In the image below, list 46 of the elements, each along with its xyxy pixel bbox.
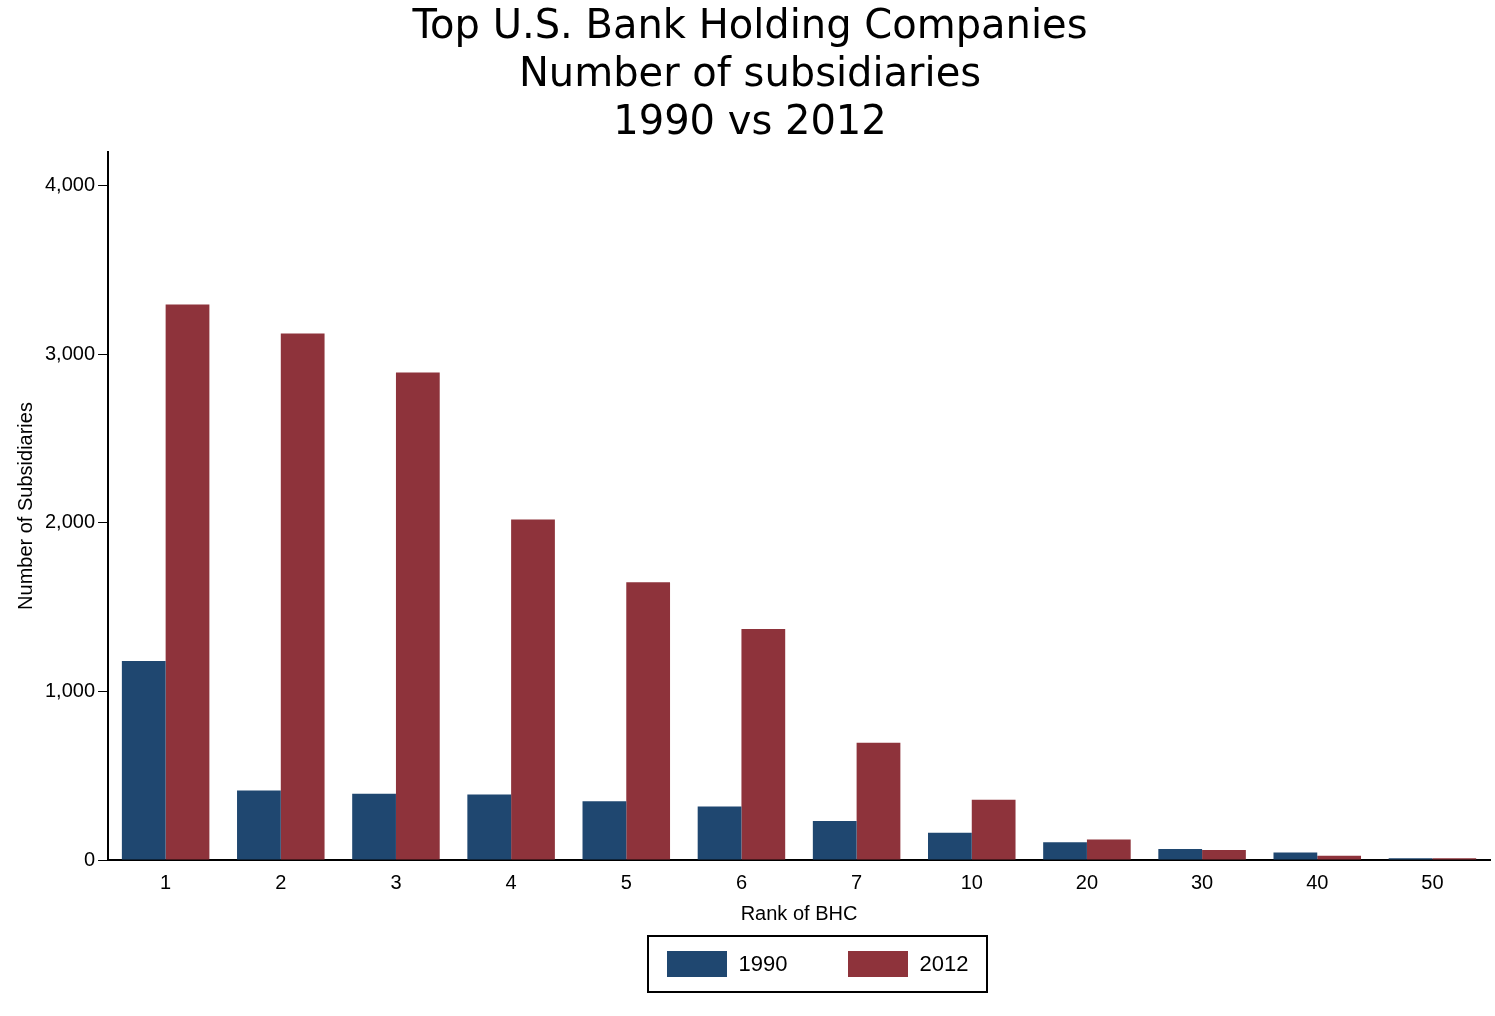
bar (395, 372, 440, 860)
bar (467, 794, 512, 860)
bar (237, 790, 281, 860)
x-tick-label: 50 (1421, 870, 1444, 893)
bar (697, 806, 742, 860)
bar (352, 793, 396, 860)
bar (928, 832, 972, 860)
bar (1202, 849, 1246, 860)
x-tick-label: 2 (275, 870, 287, 893)
bar (626, 582, 671, 860)
legend-label: 1990 (738, 951, 788, 977)
y-tick-label: 2,000 (44, 510, 96, 533)
bar (741, 629, 786, 860)
x-tick-label: 3 (390, 870, 402, 893)
bar (1273, 852, 1318, 860)
legend-label: 2012 (919, 951, 969, 977)
y-tick-label: 0 (83, 847, 96, 870)
x-tick-label: 40 (1306, 870, 1329, 893)
bar (812, 820, 857, 860)
x-tick-label: 30 (1190, 870, 1214, 893)
x-tick-label: 7 (851, 870, 863, 893)
x-tick-label: 20 (1075, 870, 1099, 893)
bar (971, 799, 1016, 860)
bar (1317, 855, 1362, 860)
bar (856, 742, 901, 860)
text: Number of subsidiaries (518, 49, 982, 96)
y-tick-label: 1,000 (44, 678, 96, 701)
x-tick-label: 1 (160, 870, 172, 893)
x-tick-label: 5 (620, 870, 632, 893)
x-axis-title: Rank of BHC (740, 901, 858, 924)
bar (1158, 849, 1203, 860)
bar (582, 801, 627, 860)
x-tick-label: 6 (735, 870, 748, 893)
y-tick-label: 4,000 (44, 173, 96, 196)
x-tick-label: 4 (505, 870, 517, 893)
bar (165, 304, 210, 860)
y-tick-label: 3,000 (44, 341, 96, 364)
x-tick-label: 10 (960, 870, 983, 893)
bar (511, 519, 555, 860)
bar (1086, 839, 1131, 860)
bar (1043, 842, 1087, 860)
y-axis-title: Number of Subsidiaries (13, 402, 36, 610)
text: 1990 vs 2012 (613, 97, 887, 144)
bar (121, 661, 166, 860)
bar (280, 333, 325, 860)
text: Top U.S. Bank Holding Companies (412, 1, 1088, 48)
